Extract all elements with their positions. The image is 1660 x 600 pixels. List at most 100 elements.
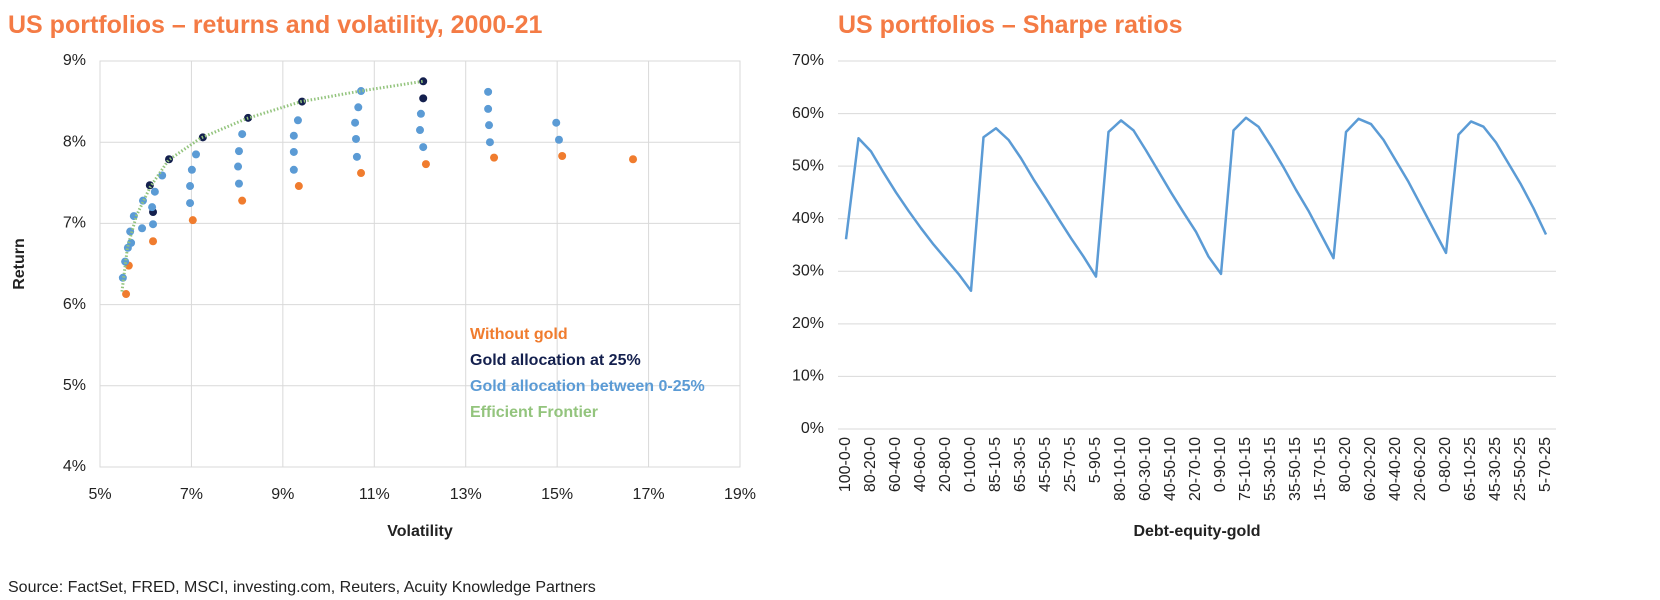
scatter-point [238,196,247,205]
x-tick-label: 0-80-20 [1437,437,1454,492]
scatter-point [289,165,298,174]
scatter-point [238,130,247,139]
plot-frame [99,60,741,468]
scatter-point [234,179,243,188]
y-tick-label: 7% [63,215,86,232]
scatter-point [352,152,361,161]
x-tick-label: 20-70-10 [1187,437,1204,501]
scatter-point [490,153,499,162]
x-tick-label: 60-40-0 [887,437,904,492]
scatter-point [554,135,563,144]
scatter-point [149,220,158,229]
x-tick-label: 40-50-10 [1162,437,1179,501]
x-tick-label: 0-100-0 [962,437,979,492]
x-tick-label: 45-30-25 [1487,437,1504,501]
x-tick-label: 80-10-10 [1112,437,1129,501]
scatter-point [188,216,197,225]
scatter-point [421,160,430,169]
y-tick-label: 20% [792,315,824,332]
x-tick-label: 7% [180,486,203,503]
x-tick-label: 11% [359,486,390,503]
legend-entry: Without gold [470,326,568,343]
x-tick-label: 15% [541,486,573,503]
y-tick-label: 8% [63,133,86,150]
x-tick-label: 19% [724,486,756,503]
scatter-point [129,212,138,221]
sharpe-line [844,116,1548,292]
scatter-point [357,87,366,96]
scatter-point [485,121,494,130]
legend-entry: Efficient Frontier [470,404,598,421]
x-axis-title: Volatility [387,523,453,540]
y-tick-label: 0% [801,420,824,437]
y-tick-label: 70% [792,52,824,69]
x-tick-label: 55-30-15 [1262,437,1279,501]
chart-title: US portfolios – returns and volatility, … [8,11,542,39]
scatter-point [419,77,428,86]
scatter-point [127,238,136,247]
y-tick-label: 9% [63,52,86,69]
x-tick-label: 75-10-15 [1237,437,1254,501]
legend-entry: Gold allocation between 0-25% [470,378,705,395]
scatter-point [416,126,424,135]
x-tick-label: 17% [633,486,665,503]
x-tick-label: 20-80-0 [937,437,954,492]
scatter-point [122,290,131,299]
scatter-point [419,143,428,152]
x-tick-label: 15-70-15 [1312,437,1329,501]
scatter-point [419,94,428,103]
x-tick-label: 13% [450,486,482,503]
y-tick-label: 60% [792,105,824,122]
scatter-point [234,162,243,171]
y-tick-label: 30% [792,263,824,280]
y-tick-label: 50% [792,157,824,174]
x-tick-label: 80-0-20 [1337,437,1354,492]
x-tick-label: 40-40-20 [1387,437,1404,501]
scatter-point [186,182,195,191]
x-tick-label: 5-90-5 [1087,437,1104,483]
legend-entry: Gold allocation at 25% [470,352,641,369]
scatter-point [351,118,360,127]
x-tick-label: 20-60-20 [1412,437,1429,501]
x-tick-label: 60-20-20 [1362,437,1379,501]
x-axis-title: Debt-equity-gold [1133,523,1260,540]
scatter-point [485,138,494,147]
y-axis-title: Return [11,238,28,290]
x-tick-label: 25-70-5 [1062,437,1079,492]
scatter-point [484,104,493,113]
scatter-point [357,169,366,178]
chart-title: US portfolios – Sharpe ratios [838,11,1183,39]
x-tick-label: 65-10-25 [1462,437,1479,501]
scatter-point [294,182,303,191]
frontier-line [120,79,424,292]
scatter-point [484,87,493,96]
scatter-point [293,116,302,125]
x-tick-label: 80-20-0 [862,437,879,492]
x-tick-label: 100-0-0 [837,437,854,492]
scatter-point [354,103,363,112]
x-tick-label: 40-60-0 [912,437,929,492]
x-tick-label: 85-10-5 [987,437,1004,492]
scatter-point [416,109,425,118]
x-tick-label: 45-50-5 [1037,437,1054,492]
x-tick-label: 5% [88,486,111,503]
scatter-point [192,150,200,159]
x-tick-label: 65-30-5 [1012,437,1029,492]
scatter-point [289,131,298,140]
scatter-point [352,134,360,143]
y-tick-label: 10% [792,368,824,385]
x-tick-label: 5-70-25 [1537,437,1554,492]
x-tick-label: 0-90-10 [1212,437,1229,492]
y-tick-label: 4% [63,458,86,475]
scatter-point [138,224,147,233]
x-tick-label: 35-50-15 [1287,437,1304,501]
x-tick-label: 25-50-25 [1512,437,1529,501]
y-tick-label: 40% [792,210,824,227]
source-note: Source: FactSet, FRED, MSCI, investing.c… [8,579,596,596]
scatter-point [118,273,127,282]
scatter-point [558,152,567,161]
scatter-point [289,147,298,156]
x-tick-label: 60-30-10 [1137,437,1154,501]
